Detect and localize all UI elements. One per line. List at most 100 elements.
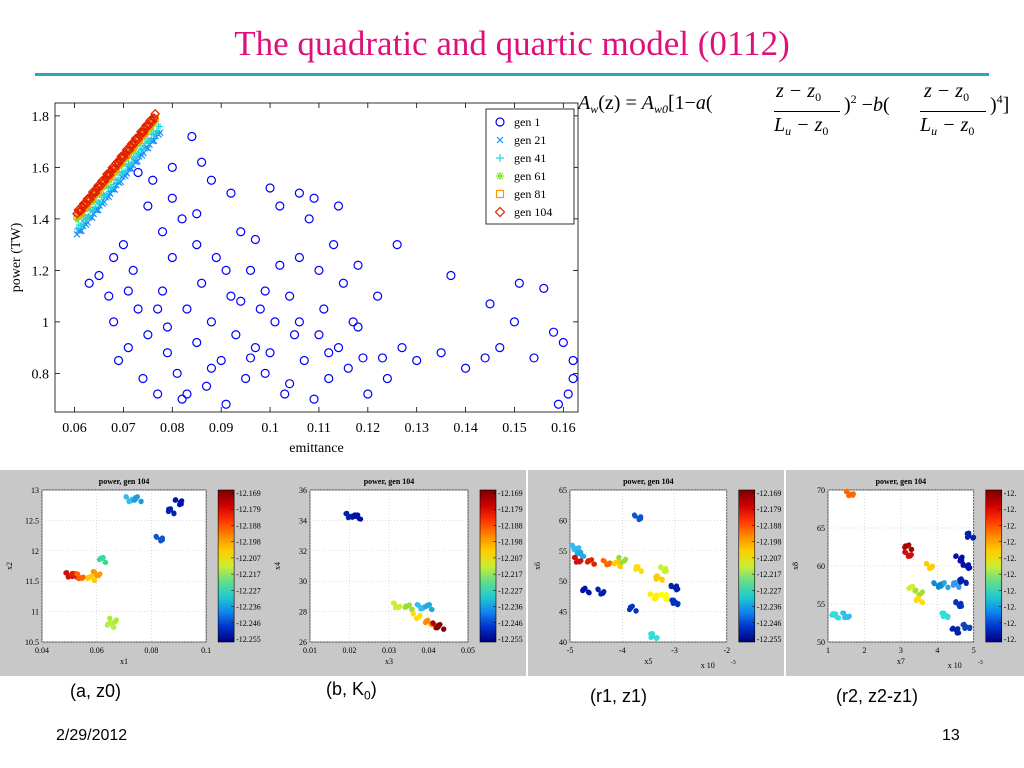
panel-colorbar	[217, 489, 235, 643]
data-point-gen1	[412, 355, 422, 366]
data-point-gen41	[92, 203, 99, 210]
panel-data-point	[112, 619, 118, 625]
colorbar-label: -12.217	[236, 570, 261, 579]
data-point-gen1	[539, 283, 549, 293]
colorbar-label: -12.217	[757, 570, 782, 579]
x-axis-label: emittance	[289, 441, 343, 456]
data-point-gen21	[144, 144, 152, 152]
caption-r2: (r2, z2-z1)	[836, 686, 919, 706]
legend-label: gen 81	[514, 187, 546, 201]
data-point-gen41	[98, 194, 105, 201]
panel-data-point	[105, 621, 111, 627]
formula-numerator-2: z − z0	[924, 80, 970, 104]
data-point-gen1	[245, 265, 256, 275]
panel-y-tick-label: 65	[559, 486, 567, 495]
data-point-gen1	[167, 252, 177, 263]
panel-data-point	[648, 631, 654, 637]
data-point-gen1	[201, 381, 212, 391]
data-point-gen41	[140, 145, 147, 152]
legend-label: gen 104	[514, 205, 552, 219]
data-point-gen41	[153, 127, 160, 134]
data-point-gen41	[78, 221, 85, 228]
data-point-gen1	[309, 193, 319, 203]
panel-data-point	[919, 600, 926, 606]
colorbar-label: -12.246	[757, 619, 782, 628]
panel-data-point	[956, 584, 962, 591]
panel-data-point	[967, 565, 973, 571]
data-point-gen1	[172, 368, 182, 378]
colorbar-label: -12.179	[236, 505, 261, 514]
colorbar-label: -12.246	[236, 619, 261, 628]
data-point-gen1	[221, 399, 231, 409]
panel-data-point	[591, 561, 597, 567]
panel-data-point	[956, 602, 962, 608]
panel-y-label: x2	[5, 562, 14, 570]
legend-box	[485, 108, 575, 225]
panel-data-point	[409, 606, 415, 612]
panel-data-point	[586, 590, 592, 596]
colorbar-label: -12.207	[498, 554, 523, 563]
panel-y-label: x8	[791, 562, 800, 570]
panel-data-point	[923, 560, 930, 567]
panel-x-tick-label: 0.04	[422, 646, 436, 655]
panel-x-tick-label: -3	[671, 646, 678, 655]
data-point-gen1	[241, 373, 251, 384]
colorbar-label: -12.	[1004, 635, 1017, 644]
panel-data-point	[576, 551, 582, 557]
data-point-gen1	[260, 368, 270, 378]
legend-label: gen 21	[514, 133, 546, 147]
data-point-gen1	[289, 330, 300, 340]
data-point-gen21	[127, 165, 135, 173]
panel-data-point	[586, 558, 593, 564]
data-point-gen1	[270, 317, 280, 327]
panel-x-tick-label: 0.01	[303, 646, 317, 655]
panel-data-point	[945, 584, 951, 591]
panel-title: power, gen 104	[876, 477, 927, 486]
panel-x-tick-label: 2	[862, 646, 866, 655]
slide-page-number: 13	[942, 727, 960, 744]
panel-x-tick-label: 0.06	[90, 646, 104, 655]
panel-data-point	[63, 570, 69, 576]
data-point-gen1	[304, 214, 314, 224]
colorbar-label: -12.188	[236, 521, 261, 530]
panel-data-point	[127, 498, 133, 504]
data-point-gen1	[206, 317, 217, 327]
x-tick-label: 0.16	[551, 421, 576, 436]
data-point-gen1	[236, 227, 246, 237]
data-point-gen1	[226, 188, 236, 198]
data-point-gen1	[480, 353, 490, 363]
data-point-gen1	[221, 265, 231, 275]
panel-data-point	[74, 571, 80, 577]
panel-y-tick-label: 55	[817, 600, 825, 609]
panel-data-point	[153, 533, 159, 539]
colorbar-label: -12.198	[757, 538, 782, 547]
panel-data-point	[963, 580, 969, 586]
data-point-gen1	[265, 348, 275, 358]
caption-r1: (r1, z1)	[590, 686, 648, 706]
panel-y-tick-label: 12	[31, 547, 39, 556]
colorbar-label: -12.207	[236, 554, 261, 563]
data-point-gen1	[133, 304, 143, 314]
data-point-gen1	[329, 240, 339, 250]
data-point-gen1	[343, 363, 353, 373]
data-point-gen1	[157, 227, 168, 237]
panel-data-point	[843, 489, 849, 495]
panel-x-tick-label: -5	[567, 646, 574, 655]
data-point-gen1	[333, 343, 344, 353]
panel-data-point	[953, 553, 959, 559]
panel-data-point	[931, 580, 937, 586]
panel-y-tick-label: 32	[299, 547, 307, 556]
panel-data-point	[87, 574, 93, 580]
panel-x-tick-label: -4	[619, 646, 626, 655]
panel-data-point	[638, 568, 644, 575]
data-point-gen104	[91, 183, 102, 194]
legend-marker	[496, 136, 504, 144]
y-tick-label: 0.8	[32, 367, 50, 382]
panel-data-point	[90, 568, 96, 575]
panel-x-tick-label: 4	[935, 646, 939, 655]
data-point-gen104	[99, 176, 110, 187]
data-point-gen1	[275, 260, 285, 270]
data-point-gen1	[118, 240, 129, 250]
colorbar-label: -12.	[1004, 586, 1017, 595]
